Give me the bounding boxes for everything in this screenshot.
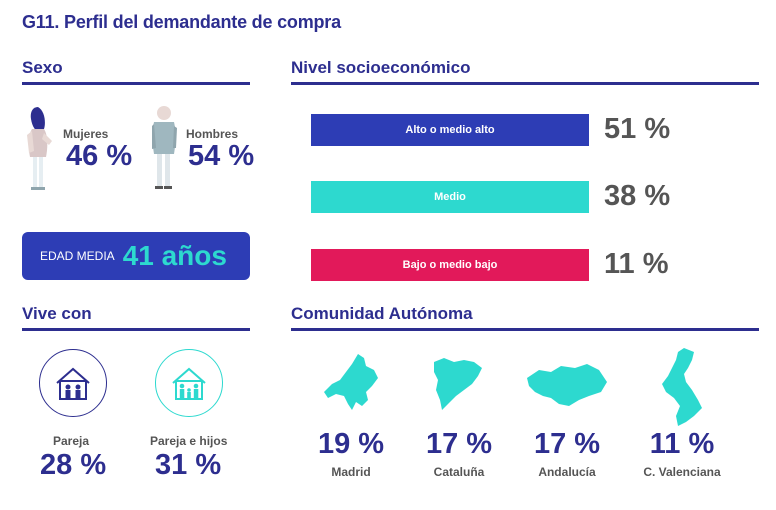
hombres-label: Hombres xyxy=(186,127,239,141)
vive-heading: Vive con xyxy=(22,304,92,323)
comunidad-heading: Comunidad Autónoma xyxy=(291,304,473,323)
nivel-bar-label: Medio xyxy=(434,191,466,203)
valenciana-map-icon xyxy=(662,348,702,426)
vive-label-pareja-hijos: Pareja e hijos xyxy=(150,434,228,448)
nivel-bar-bajo: Bajo o medio bajo xyxy=(311,249,589,281)
region-name-valenciana: C. Valenciana xyxy=(643,465,721,479)
edad-media-value: 41 años xyxy=(122,240,227,271)
region-pct-cataluna: 17 % xyxy=(425,428,493,460)
woman-figure-icon xyxy=(27,107,52,190)
man-figure-icon xyxy=(152,106,177,189)
sexo-heading: Sexo xyxy=(22,58,63,77)
edad-media-label: EDAD MEDIA xyxy=(40,249,115,263)
page-title: G11. Perfil del demandante de compra xyxy=(22,12,341,32)
nivel-pct-medio: 38 % xyxy=(604,180,671,212)
nivel-pct-bajo: 11 % xyxy=(604,248,669,280)
nivel-heading: Nivel socioeconómico xyxy=(291,58,471,77)
comunidad-rule xyxy=(291,328,759,331)
region-pct-valenciana: 11 % xyxy=(649,428,715,460)
region-name-andalucia: Andalucía xyxy=(538,465,596,479)
region-pct-andalucia: 17 % xyxy=(533,428,601,460)
vive-label-pareja: Pareja xyxy=(53,434,90,448)
region-pct-madrid: 19 % xyxy=(317,428,385,460)
andalucia-map-icon xyxy=(527,364,607,406)
house-couple-icon xyxy=(39,349,107,417)
nivel-bar-alto: Alto o medio alto xyxy=(311,114,589,146)
region-name-madrid: Madrid xyxy=(331,465,371,479)
cataluna-map-icon xyxy=(434,358,482,410)
vive-rule xyxy=(22,328,250,331)
nivel-bar-label: Bajo o medio bajo xyxy=(402,259,498,271)
mujeres-pct: 46 % xyxy=(66,140,133,172)
region-name-cataluna: Cataluña xyxy=(433,465,485,479)
hombres-pct: 54 % xyxy=(188,140,255,172)
mujeres-label: Mujeres xyxy=(63,127,109,141)
nivel-rule xyxy=(291,82,759,85)
nivel-bar-medio: Medio xyxy=(311,181,589,213)
edad-media-box: EDAD MEDIA 41 años xyxy=(22,232,250,280)
nivel-pct-alto: 51 % xyxy=(604,113,671,145)
house-family-icon xyxy=(155,349,223,417)
nivel-bar-label: Alto o medio alto xyxy=(405,124,495,136)
sexo-rule xyxy=(22,82,250,85)
vive-pct-pareja-hijos: 31 % xyxy=(155,449,222,481)
vive-pct-pareja: 28 % xyxy=(40,449,107,481)
madrid-map-icon xyxy=(324,354,378,410)
